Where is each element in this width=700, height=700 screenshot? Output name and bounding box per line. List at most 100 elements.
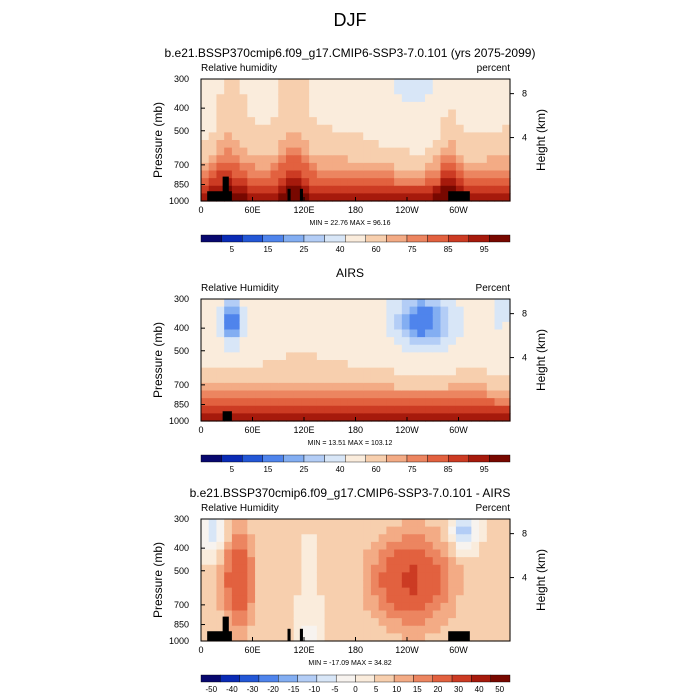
heatmap-cell [425, 413, 434, 422]
heatmap-cell [479, 367, 488, 376]
heatmap-cell [463, 299, 472, 308]
heatmap-cell [201, 101, 210, 111]
heatmap-cell [448, 580, 457, 589]
heatmap-cell [247, 587, 256, 596]
heatmap-cell [355, 344, 364, 353]
heatmap-cell [324, 86, 333, 95]
heatmap-cell [270, 398, 279, 407]
heatmap-cell [270, 140, 279, 149]
heatmap-cell [231, 602, 241, 612]
heatmap-cell [262, 564, 272, 573]
heatmap-cell [278, 140, 287, 149]
heatmap-cell [370, 86, 380, 95]
heatmap-cell [363, 367, 372, 376]
heatmap-cell [309, 185, 318, 194]
heatmap-cell [270, 170, 279, 179]
y-tick-label: 400 [174, 323, 189, 333]
heatmap-cell [324, 382, 333, 392]
heatmap-cell [255, 140, 264, 149]
heatmap-cell [247, 580, 256, 589]
x-tick-label: 60E [245, 645, 261, 655]
heatmap-cell [316, 413, 326, 422]
heatmap-cell [432, 549, 442, 558]
heatmap-cell [378, 314, 387, 323]
heatmap-cell [201, 314, 210, 323]
heatmap-cell [440, 193, 449, 202]
heatmap-cell [262, 162, 272, 172]
heatmap-cell [479, 124, 488, 133]
heatmap-cell [432, 329, 442, 338]
heatmap-cell [208, 367, 218, 376]
x-tick-label: 120E [293, 425, 314, 435]
heatmap-cell [502, 147, 511, 156]
heatmap-cell [332, 557, 341, 566]
heatmap-cell [231, 572, 241, 581]
heatmap-cell [332, 299, 341, 308]
heatmap-cell [201, 124, 210, 133]
heatmap-cell [301, 587, 310, 596]
heatmap-cell [378, 337, 387, 346]
heatmap-cell [494, 633, 503, 642]
heatmap-cell [502, 117, 511, 126]
heatmap-cell [486, 610, 496, 619]
heatmap-cell [471, 413, 480, 422]
heatmap-cell [324, 413, 333, 422]
heatmap-cell [386, 413, 395, 422]
heatmap-cell [285, 549, 295, 558]
heatmap-cell [208, 534, 218, 543]
heatmap-cell [401, 193, 411, 202]
heatmap-cell [463, 541, 472, 551]
heatmap-cell [401, 367, 411, 376]
heatmap-cell [440, 337, 449, 346]
heatmap-cell [347, 572, 357, 581]
panel-left-label-diff: Relative Humidity [201, 503, 279, 514]
heatmap-cell [378, 367, 387, 376]
heatmap-cell [425, 610, 434, 619]
heatmap-cell [347, 519, 357, 528]
heatmap-cell [262, 360, 272, 369]
heatmap-cell [363, 321, 372, 331]
heatmap-cell [417, 352, 426, 361]
heatmap-cell [247, 178, 256, 187]
heatmap-cell [247, 155, 256, 164]
heatmap-cell [417, 595, 426, 604]
heatmap-cell [208, 314, 218, 323]
heatmap-cell [208, 94, 218, 103]
heatmap-cell [455, 382, 465, 392]
heatmap-cell [332, 314, 341, 323]
heatmap-cell [409, 519, 418, 528]
heatmap-cell [432, 306, 442, 315]
heatmap-cell [370, 101, 380, 111]
heatmap-cell [347, 580, 357, 589]
heatmap-cell [231, 170, 241, 179]
heatmap-cell [316, 398, 326, 407]
heatmap-cell [440, 572, 449, 581]
heatmap-cell [355, 101, 364, 111]
heatmap-cell [463, 526, 472, 535]
heatmap-cell [216, 580, 225, 589]
heatmap-cell [502, 306, 511, 315]
heatmap-cell [278, 534, 287, 543]
heatmap-cell [262, 534, 272, 543]
heatmap-cell [363, 155, 372, 164]
heatmap-cell [440, 124, 449, 133]
heatmap-cell [448, 147, 457, 156]
heatmap-cell [270, 526, 279, 535]
heatmap-cell [309, 162, 318, 172]
heatmap-cell [347, 633, 357, 642]
heatmap-cell [417, 405, 426, 414]
heatmap-cell [471, 587, 480, 596]
heatmap-cell [293, 519, 303, 528]
heatmap-cell [370, 398, 380, 407]
heatmap-cell [409, 413, 418, 422]
heatmap-cell [378, 109, 387, 118]
heatmap-cell [370, 549, 380, 558]
heatmap-cell [324, 109, 333, 118]
heatmap-cell [409, 367, 418, 376]
heatmap-cell [409, 549, 418, 558]
heatmap-cell [363, 519, 372, 528]
heatmap-cell [301, 352, 310, 361]
heatmap-cell [201, 109, 210, 118]
heatmap-cell [247, 321, 256, 331]
colorbar-swatch [374, 674, 395, 683]
